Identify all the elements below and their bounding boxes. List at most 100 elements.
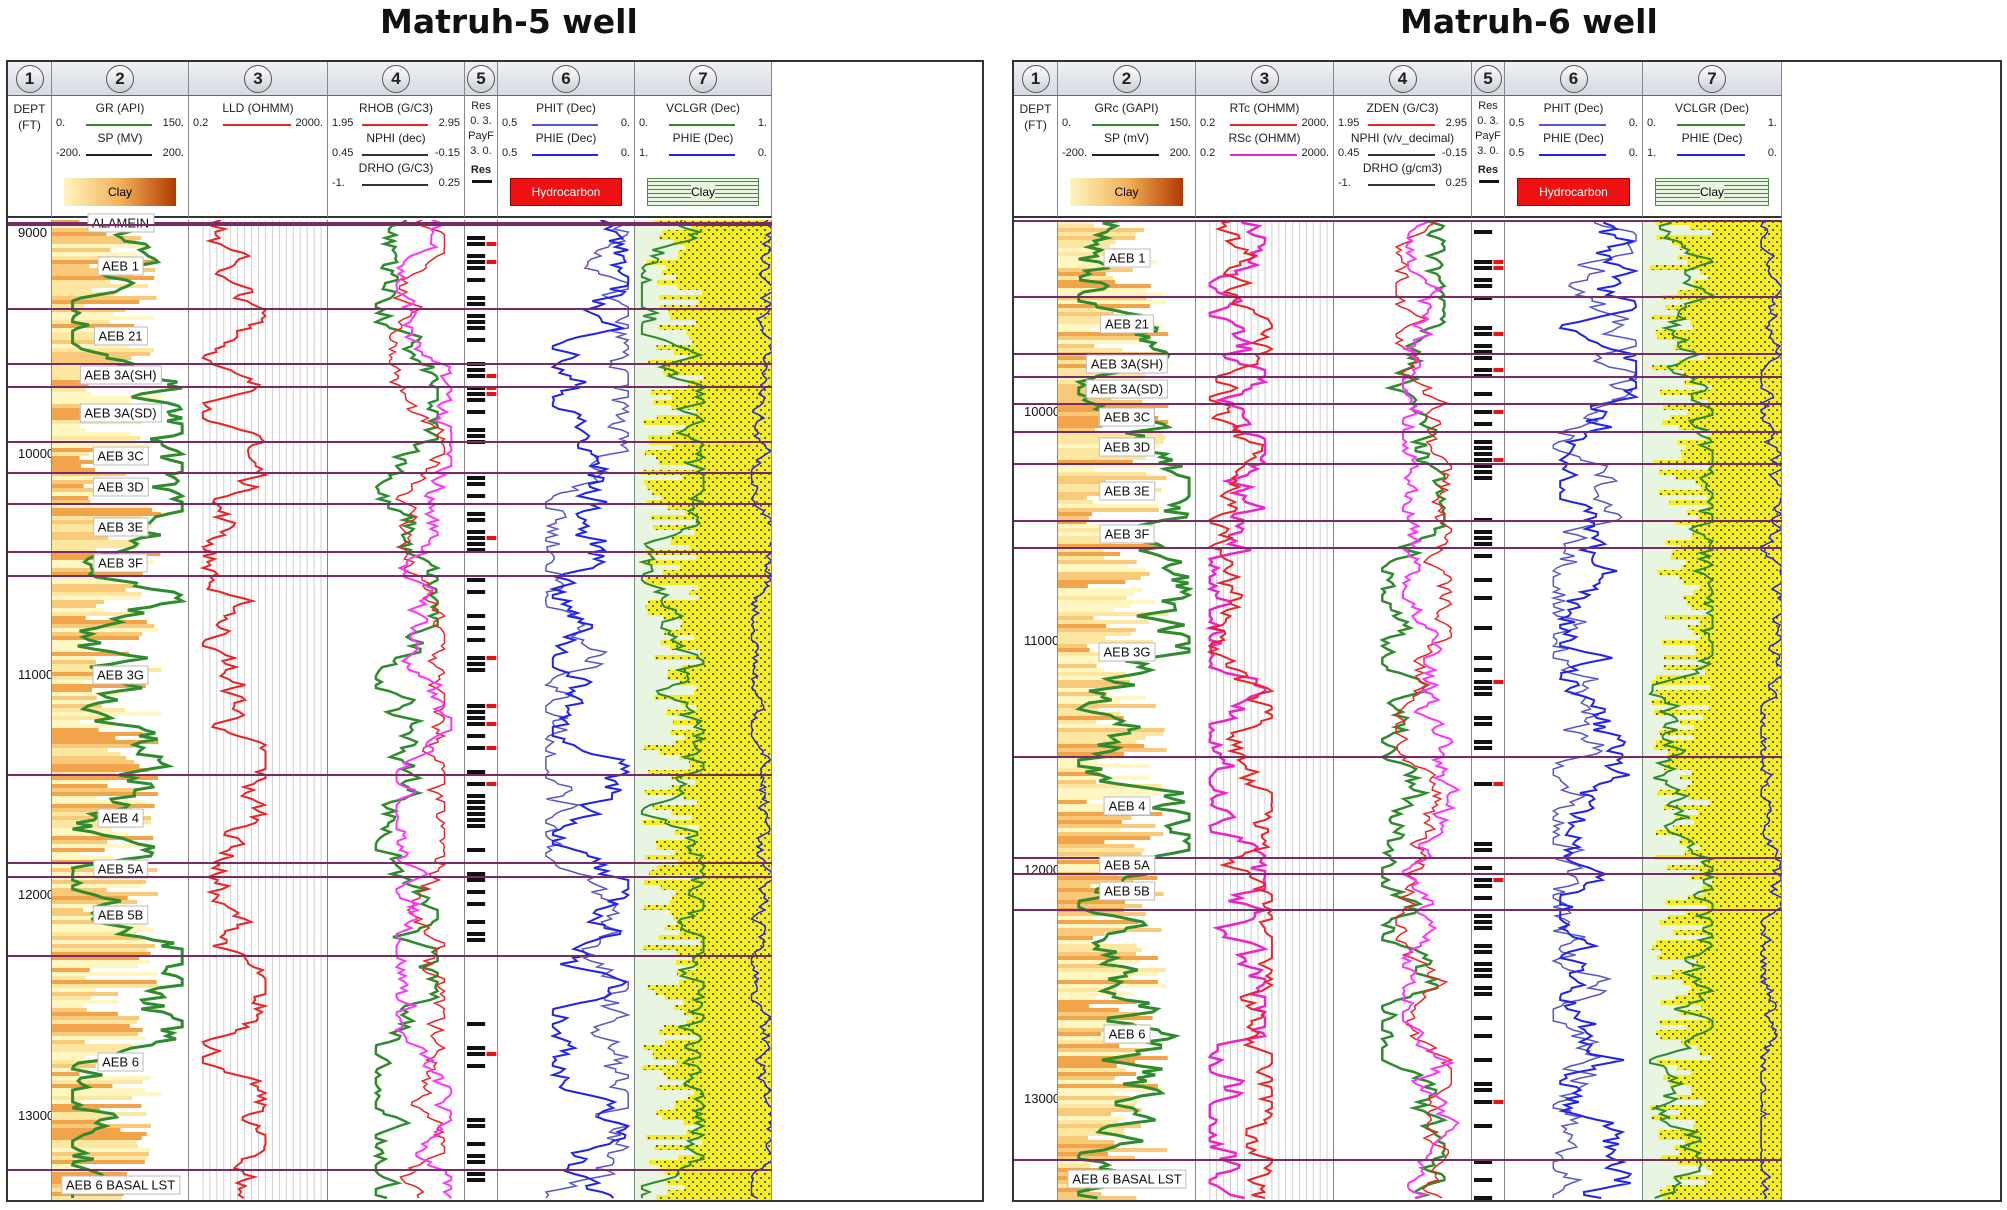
reservoir-flag	[1474, 554, 1493, 558]
clay-fill-band	[52, 1140, 137, 1144]
clay-fill-band	[1643, 1180, 1705, 1185]
clay-fill-band	[1643, 420, 1663, 425]
reservoir-flag	[1474, 950, 1493, 954]
track-label: 0. 3.	[1477, 115, 1499, 127]
clay-fill-band	[1643, 820, 1695, 825]
curve-scale-max: 0.	[620, 147, 630, 159]
track-number-cell: 7	[635, 62, 772, 96]
clay-fill-band	[1058, 564, 1128, 568]
clay-fill-band	[1643, 630, 1694, 635]
clay-fill-band	[635, 905, 644, 910]
reservoir-flag	[1474, 740, 1493, 744]
clay-fill-band	[1643, 1120, 1695, 1125]
well-title-matruh6: Matruh-6 well	[1400, 2, 1658, 41]
clay-fill-band	[1643, 370, 1684, 375]
clay-fill-band	[52, 500, 91, 504]
clay-fill-band	[635, 990, 656, 995]
clay-fill-band	[1643, 275, 1709, 280]
track-header: PHIT (Dec) 0.5 0. PHIE (Dec) 0.5 0. Hydrocarbo…	[1505, 96, 1643, 218]
zone-top-line	[8, 222, 772, 225]
track-number: 5	[467, 64, 495, 93]
clay-fill-band	[52, 1084, 113, 1088]
clay-fill-band	[52, 844, 152, 848]
clay-fill-band	[1058, 464, 1158, 468]
clay-fill-band	[635, 970, 678, 975]
curve-name: VCLGR (Dec)	[665, 101, 740, 115]
clay-fill-band	[635, 375, 704, 380]
clay-fill-band	[635, 465, 697, 470]
curve-name: PHIE (Dec)	[1681, 131, 1743, 145]
clay-fill-band	[52, 1048, 125, 1052]
clay-fill-band	[52, 464, 82, 468]
clay-fill-band	[1058, 1112, 1112, 1116]
clay-fill-band	[635, 1120, 684, 1125]
clay-fill-band	[1643, 1095, 1677, 1100]
clay-fill-band	[1058, 800, 1087, 804]
clay-fill-band	[52, 696, 97, 700]
pay-flag	[1493, 1100, 1504, 1104]
clay-fill-band	[52, 316, 155, 320]
clay-fill-band	[1058, 980, 1158, 984]
clay-fill-band	[635, 1055, 654, 1060]
clay-fill-band	[635, 1020, 687, 1025]
clay-fill-band	[52, 1056, 85, 1060]
clay-fill-band	[1058, 972, 1160, 976]
clay-fill-band	[1058, 272, 1106, 276]
clay-fill-band	[1058, 452, 1108, 456]
clay-fill-band	[1058, 728, 1165, 732]
curve-name: GR (API)	[95, 101, 145, 115]
clay-fill-band	[1643, 510, 1687, 515]
clay-fill-band	[1058, 376, 1144, 380]
reservoir-flag	[1474, 626, 1493, 630]
clay-fill-band	[1058, 1092, 1114, 1096]
curve-scale-line	[1368, 124, 1435, 126]
clay-fill-band	[52, 760, 135, 764]
resistivity-curve	[199, 220, 270, 1199]
clay-fill-band	[1643, 850, 1685, 855]
pay-flag	[486, 656, 497, 660]
zone-label: AEB 21	[1099, 314, 1155, 334]
zone-top-line	[1014, 909, 1782, 912]
clay-fill-band	[1643, 455, 1682, 460]
clay-fill-band	[1643, 695, 1665, 700]
clay-fill-band	[1643, 665, 1664, 670]
curve-scale-min: -200.	[1062, 147, 1088, 159]
reservoir-flag	[467, 266, 486, 270]
reservoir-flag	[467, 746, 486, 750]
track-header: GR (API) 0. 150. SP (MV) -200. 200. Clay	[52, 96, 189, 218]
clay-fill-band	[1058, 468, 1096, 472]
curve-scale-min: 0.	[639, 117, 649, 129]
curve-scale-line	[1230, 154, 1297, 156]
track-label: PayF	[1475, 130, 1501, 142]
reservoir-flag	[467, 320, 486, 324]
reservoir-flag	[1474, 1124, 1493, 1128]
reservoir-flag	[1474, 578, 1493, 582]
curve-scale-max: 0.	[757, 147, 767, 159]
clay-fill-band	[635, 395, 672, 400]
clay-fill-band	[1643, 810, 1699, 815]
curve-scale-line	[1368, 154, 1435, 156]
clay-fill-band	[52, 864, 94, 868]
pay-flag	[1493, 878, 1504, 882]
track-fill-legend: Clay	[647, 178, 759, 206]
reservoir-flag	[467, 626, 486, 630]
clay-fill-band	[1058, 680, 1130, 684]
track-number-cell: 2	[52, 62, 189, 96]
clay-fill-band	[635, 1135, 647, 1140]
clay-fill-band	[1643, 565, 1682, 570]
reservoir-flag	[1474, 296, 1493, 300]
clay-fill-band	[52, 248, 111, 252]
clay-fill-band	[1058, 1024, 1149, 1028]
clay-fill-band	[1058, 552, 1120, 556]
clay-fill-band	[52, 312, 115, 316]
clay-fill-band	[52, 988, 96, 992]
clay-fill-band	[1643, 955, 1658, 960]
clay-fill-band	[1643, 610, 1713, 615]
clay-fill-band	[635, 1045, 644, 1050]
fill-legend-label: Clay	[107, 185, 132, 199]
clay-fill-band	[1058, 644, 1088, 648]
zone-top-line	[8, 385, 772, 388]
clay-fill-band	[1643, 1085, 1692, 1090]
clay-fill-band	[635, 810, 673, 815]
clay-fill-band	[52, 632, 143, 636]
